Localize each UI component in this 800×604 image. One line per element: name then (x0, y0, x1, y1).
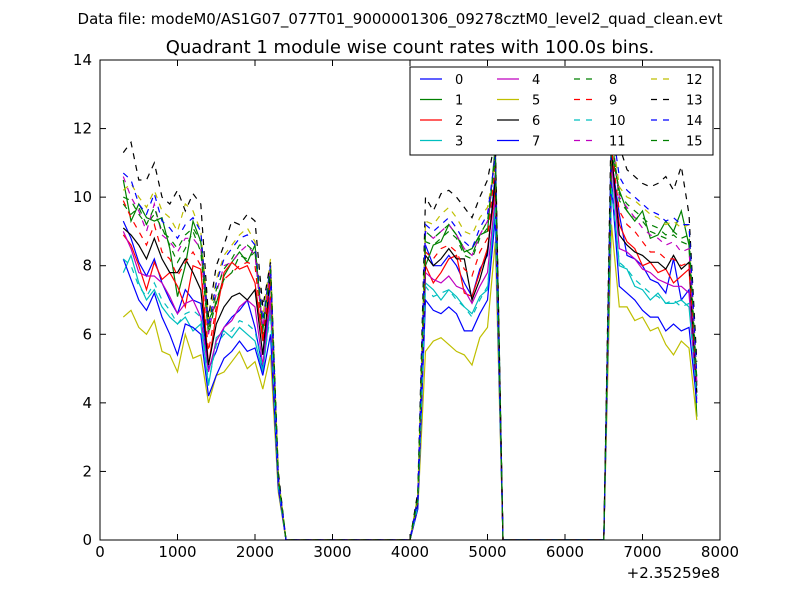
y-tick-label: 10 (73, 188, 92, 206)
figure-suptitle: Data file: modeM0/AS1G07_077T01_90000013… (78, 10, 723, 29)
y-tick-label: 14 (73, 51, 92, 69)
series-line-10 (122, 186, 698, 540)
x-tick-label: 3000 (313, 543, 351, 561)
x-tick-label: 5000 (468, 543, 506, 561)
x-tick-label: 4000 (391, 543, 429, 561)
x-offset-label: +2.35259e8 (627, 564, 720, 582)
y-tick-label: 12 (73, 120, 92, 138)
series-line-12 (122, 128, 698, 540)
legend-label-9: 9 (609, 94, 617, 109)
x-tick-label: 7000 (623, 543, 661, 561)
legend-label-5: 5 (532, 94, 540, 109)
legend-label-0: 0 (455, 73, 463, 88)
legend-label-1: 1 (455, 94, 463, 109)
legend-label-12: 12 (686, 73, 703, 88)
legend-label-14: 14 (686, 114, 703, 129)
legend-label-11: 11 (609, 135, 626, 150)
legend-label-4: 4 (532, 73, 540, 88)
x-tick-label: 6000 (546, 543, 584, 561)
legend-label-10: 10 (609, 114, 626, 129)
chart-title: Quadrant 1 module wise count rates with … (166, 37, 655, 58)
y-tick-label: 0 (82, 531, 92, 549)
legend-label-3: 3 (455, 135, 463, 150)
legend-label-6: 6 (532, 114, 540, 129)
legend-label-8: 8 (609, 73, 617, 88)
x-tick-label: 2000 (236, 543, 274, 561)
x-tick-label: 1000 (158, 543, 196, 561)
legend-label-7: 7 (532, 135, 540, 150)
series-line-5 (122, 224, 698, 540)
y-tick-label: 4 (82, 394, 92, 412)
series-line-14 (122, 121, 698, 540)
x-tick-label: 0 (95, 543, 105, 561)
x-tick-label: 8000 (701, 543, 739, 561)
series-line-6 (122, 152, 698, 540)
y-tick-label: 6 (82, 325, 92, 343)
legend-label-13: 13 (686, 94, 703, 109)
series-line-7 (122, 183, 698, 540)
legend-label-15: 15 (686, 135, 703, 150)
ticks-layer: 0 1000 2000 3000 4000 5000 6000 7000 80000246810… (73, 51, 739, 561)
legend-label-2: 2 (455, 114, 463, 129)
series-line-15 (123, 138, 698, 540)
y-tick-label: 2 (82, 462, 92, 480)
series-layer (122, 100, 698, 540)
legend-box (409, 66, 714, 156)
series-line-13 (122, 100, 698, 540)
y-tick-label: 8 (82, 257, 92, 275)
